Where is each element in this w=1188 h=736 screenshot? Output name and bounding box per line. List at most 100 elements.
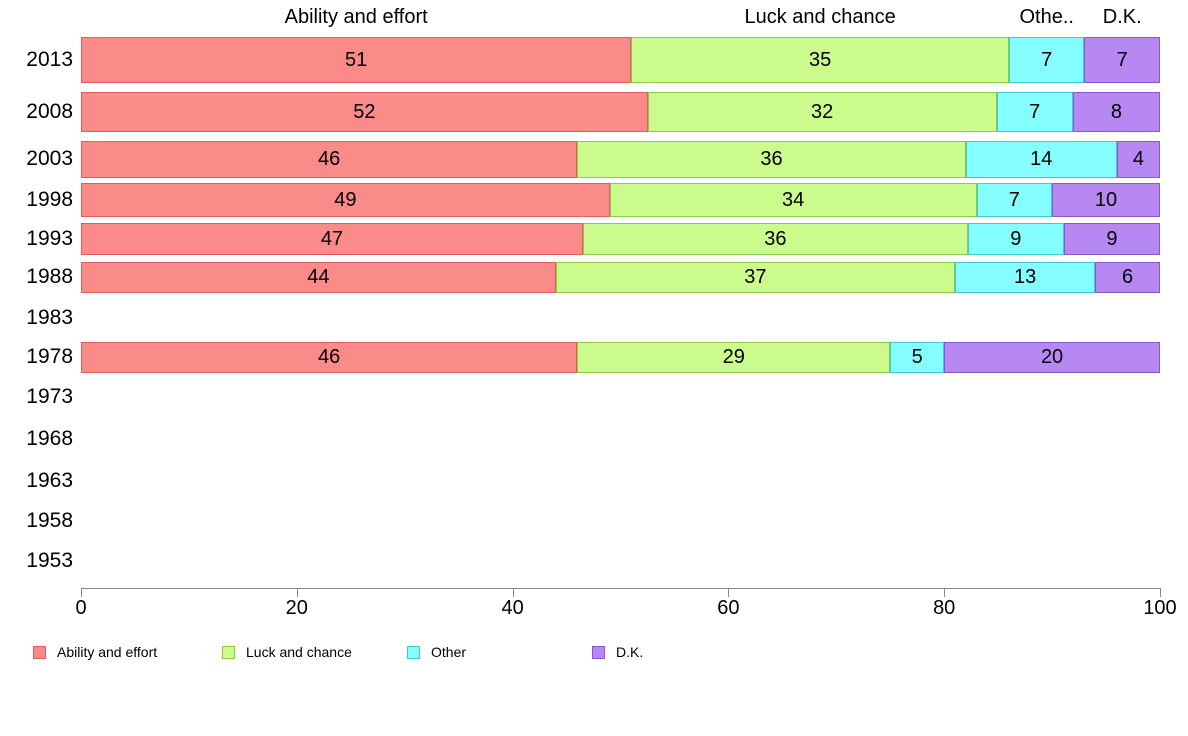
bar-segment: 32 bbox=[647, 92, 997, 132]
x-axis-tick bbox=[81, 589, 82, 597]
column-header-luck: Luck and chance bbox=[744, 6, 896, 28]
legend-item-dk: D.K. bbox=[592, 644, 643, 660]
bar-segment: 8 bbox=[1072, 92, 1160, 132]
bar-segment: 29 bbox=[577, 341, 891, 373]
segment-value-label: 13 bbox=[1013, 265, 1037, 288]
bar-segment: 10 bbox=[1052, 183, 1160, 217]
legend-swatch-dk bbox=[592, 645, 605, 659]
bar-row-1988: 44 37 13 6 bbox=[81, 261, 1160, 293]
x-axis-tick bbox=[1160, 589, 1161, 597]
segment-value-label: 47 bbox=[320, 227, 344, 250]
segment-value-label: 46 bbox=[318, 147, 341, 170]
year-label: 1998 bbox=[26, 188, 73, 211]
segment-value-label: 37 bbox=[744, 265, 767, 288]
segment-value-label: 32 bbox=[810, 100, 834, 123]
bar-segment: 5 bbox=[890, 341, 945, 373]
legend-label: D.K. bbox=[616, 644, 644, 660]
bar-segment: 47 bbox=[81, 223, 584, 255]
segment-value-label: 44 bbox=[307, 265, 330, 288]
segment-value-label: 36 bbox=[760, 147, 783, 170]
bar-segment: 20 bbox=[944, 341, 1160, 373]
year-label: 2013 bbox=[26, 48, 73, 71]
bar-row-2013: 51 35 7 7 bbox=[81, 37, 1160, 83]
bar-segment: 14 bbox=[965, 140, 1117, 178]
segment-value-label: 49 bbox=[334, 188, 357, 211]
x-axis-tick bbox=[728, 589, 730, 597]
bar-row-1978: 46 29 5 20 bbox=[81, 341, 1160, 373]
segment-value-label: 7 bbox=[1029, 100, 1041, 123]
bar-segment: 7 bbox=[1084, 37, 1160, 83]
year-label: 2008 bbox=[26, 100, 73, 123]
x-axis-tick-label: 20 bbox=[285, 597, 308, 619]
bar-segment: 36 bbox=[583, 223, 968, 255]
segment-value-label: 35 bbox=[808, 48, 832, 71]
legend-swatch-luck bbox=[222, 645, 235, 659]
segment-value-label: 9 bbox=[1106, 227, 1118, 250]
x-axis-tick bbox=[944, 589, 946, 597]
x-axis-tick bbox=[296, 589, 298, 597]
legend-item-luck: Luck and chance bbox=[222, 644, 352, 660]
legend-label: Other bbox=[431, 644, 467, 660]
year-label: 1953 bbox=[26, 549, 73, 572]
year-label: 1993 bbox=[26, 227, 73, 250]
year-label: 2003 bbox=[26, 147, 73, 170]
segment-value-label: 4 bbox=[1132, 147, 1144, 170]
column-header-ability: Ability and effort bbox=[284, 6, 428, 28]
column-header-dk: D.K. bbox=[1102, 6, 1142, 28]
legend: Ability and effort Luck and chance Other… bbox=[0, 644, 1188, 660]
segment-value-label: 9 bbox=[1010, 227, 1022, 250]
bar-segment: 9 bbox=[1063, 223, 1160, 255]
year-label: 1988 bbox=[26, 265, 73, 288]
segment-value-label: 7 bbox=[1008, 188, 1020, 211]
segment-value-label: 5 bbox=[911, 345, 923, 368]
segment-value-label: 20 bbox=[1040, 345, 1064, 368]
segment-value-label: 46 bbox=[318, 345, 341, 368]
x-axis-tick-label: 80 bbox=[933, 597, 956, 619]
bar-segment: 6 bbox=[1095, 261, 1160, 293]
year-label: 1973 bbox=[26, 385, 73, 408]
x-axis-tick bbox=[512, 589, 514, 597]
bar-row-1993: 47 36 9 9 bbox=[81, 223, 1160, 255]
legend-label: Ability and effort bbox=[57, 644, 158, 660]
bar-segment: 49 bbox=[81, 183, 610, 217]
bar-segment: 7 bbox=[996, 92, 1073, 132]
bar-segment: 37 bbox=[555, 261, 955, 293]
bar-segment: 34 bbox=[609, 183, 977, 217]
segment-value-label: 7 bbox=[1116, 48, 1128, 71]
segment-value-label: 51 bbox=[345, 48, 368, 71]
bar-segment: 51 bbox=[81, 37, 632, 83]
legend-item-other: Other bbox=[407, 644, 466, 660]
segment-value-label: 6 bbox=[1122, 265, 1134, 288]
bar-row-2003: 46 36 14 4 bbox=[81, 140, 1160, 178]
bar-row-2008: 52 32 7 8 bbox=[81, 92, 1160, 132]
bar-segment: 44 bbox=[81, 261, 556, 293]
column-header-other: Othe.. bbox=[1019, 6, 1074, 28]
segment-value-label: 34 bbox=[782, 188, 805, 211]
legend-item-ability: Ability and effort bbox=[33, 644, 157, 660]
x-axis-tick-label: 60 bbox=[717, 597, 740, 619]
segment-value-label: 7 bbox=[1041, 48, 1053, 71]
segment-value-label: 36 bbox=[764, 227, 787, 250]
segment-value-label: 14 bbox=[1030, 147, 1053, 170]
bar-segment: 52 bbox=[81, 92, 648, 132]
segment-value-label: 10 bbox=[1094, 188, 1118, 211]
bar-segment: 7 bbox=[1008, 37, 1085, 83]
legend-label: Luck and chance bbox=[246, 644, 352, 660]
bar-segment: 35 bbox=[631, 37, 1009, 83]
bar-segment: 46 bbox=[81, 140, 578, 178]
x-axis-tick-label: 0 bbox=[75, 597, 87, 619]
year-label: 1963 bbox=[26, 469, 73, 492]
year-label: 1968 bbox=[26, 427, 73, 450]
bar-segment: 46 bbox=[81, 341, 578, 373]
legend-swatch-ability bbox=[33, 645, 46, 659]
x-axis-tick-label: 100 bbox=[1143, 597, 1177, 619]
bar-row-1998: 49 34 7 10 bbox=[81, 183, 1160, 217]
year-label: 1978 bbox=[26, 345, 73, 368]
segment-value-label: 29 bbox=[722, 345, 745, 368]
legend-swatch-other bbox=[407, 645, 420, 659]
year-label: 1958 bbox=[26, 509, 73, 532]
x-axis-tick-label: 40 bbox=[501, 597, 524, 619]
segment-value-label: 8 bbox=[1110, 100, 1122, 123]
bar-segment: 4 bbox=[1116, 140, 1160, 178]
